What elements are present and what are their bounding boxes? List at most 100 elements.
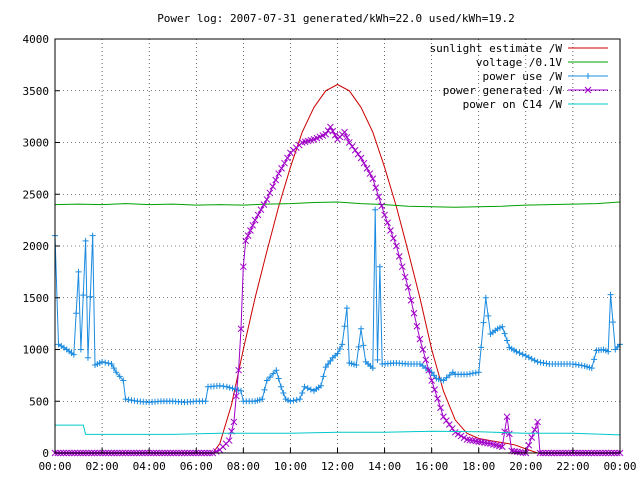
data-point bbox=[460, 434, 468, 442]
data-point bbox=[266, 189, 274, 197]
data-point bbox=[575, 362, 582, 369]
data-point bbox=[528, 434, 536, 441]
data-point bbox=[329, 127, 337, 135]
data-point bbox=[485, 312, 492, 319]
data-point bbox=[84, 354, 91, 361]
x-tick-label: 12:00 bbox=[321, 460, 354, 473]
data-point bbox=[322, 364, 329, 371]
data-point bbox=[320, 373, 327, 380]
series-line bbox=[55, 424, 621, 436]
data-point bbox=[372, 206, 379, 213]
y-tick-label: 2500 bbox=[23, 188, 50, 201]
data-point bbox=[357, 154, 365, 162]
data-point bbox=[113, 369, 120, 376]
x-tick-label: 02:00 bbox=[86, 460, 119, 473]
data-point bbox=[463, 371, 470, 378]
data-point bbox=[216, 382, 223, 389]
data-point bbox=[516, 349, 523, 356]
data-point bbox=[102, 359, 109, 366]
data-point bbox=[401, 273, 409, 281]
y-tick-label: 1000 bbox=[23, 344, 50, 357]
data-point bbox=[254, 211, 262, 219]
data-point bbox=[230, 418, 238, 426]
x-tick-label: 00:00 bbox=[603, 460, 636, 473]
data-point bbox=[232, 392, 240, 400]
data-point bbox=[404, 284, 412, 291]
y-tick-label: 3500 bbox=[23, 85, 50, 98]
legend-label: sunlight estimate /W bbox=[430, 42, 563, 55]
data-point bbox=[475, 369, 482, 376]
data-point bbox=[322, 130, 330, 138]
legend-label: voltage /0.1V bbox=[476, 56, 562, 69]
legend-label: power generated /W bbox=[443, 84, 563, 97]
data-point bbox=[410, 309, 418, 317]
data-point bbox=[260, 201, 268, 208]
data-point bbox=[569, 360, 576, 367]
data-point bbox=[131, 397, 138, 404]
x-tick-label: 08:00 bbox=[227, 460, 260, 473]
data-point bbox=[257, 206, 265, 214]
data-point bbox=[343, 133, 351, 141]
data-point bbox=[525, 354, 532, 361]
data-point bbox=[272, 176, 280, 184]
data-point bbox=[327, 357, 334, 364]
data-point bbox=[506, 430, 513, 438]
data-point bbox=[534, 358, 541, 365]
data-point bbox=[393, 242, 400, 250]
data-point bbox=[278, 383, 284, 390]
data-point bbox=[514, 448, 521, 456]
data-point bbox=[469, 370, 476, 377]
data-point bbox=[251, 216, 259, 224]
data-point bbox=[354, 150, 362, 158]
data-point bbox=[425, 366, 433, 374]
data-point bbox=[431, 386, 438, 393]
data-point bbox=[413, 322, 421, 330]
series-3 bbox=[51, 123, 624, 457]
data-point bbox=[607, 291, 614, 298]
data-point bbox=[609, 319, 616, 326]
data-point bbox=[466, 370, 473, 377]
data-point bbox=[108, 360, 115, 367]
data-point bbox=[366, 170, 374, 177]
data-point bbox=[223, 383, 230, 390]
data-point bbox=[398, 263, 406, 271]
data-point bbox=[270, 370, 277, 377]
data-point bbox=[446, 372, 453, 379]
data-point bbox=[516, 448, 524, 456]
data-point bbox=[591, 356, 598, 363]
data-point bbox=[578, 362, 585, 369]
data-point bbox=[327, 123, 334, 131]
data-point bbox=[437, 404, 444, 412]
data-point bbox=[77, 346, 84, 353]
data-point bbox=[237, 325, 245, 333]
data-point bbox=[325, 360, 332, 367]
y-tick-label: 0 bbox=[42, 447, 49, 460]
series-2 bbox=[52, 206, 623, 406]
data-point bbox=[120, 377, 127, 384]
data-point bbox=[501, 428, 508, 436]
data-point bbox=[263, 377, 270, 384]
data-point bbox=[125, 396, 132, 403]
data-point bbox=[387, 227, 394, 234]
data-point bbox=[287, 398, 294, 405]
data-point bbox=[226, 384, 233, 391]
data-point bbox=[416, 335, 424, 343]
data-point bbox=[110, 365, 117, 372]
data-point bbox=[540, 359, 547, 366]
data-point bbox=[299, 389, 306, 396]
data-point bbox=[341, 323, 348, 330]
x-tick-label: 16:00 bbox=[415, 460, 448, 473]
data-point bbox=[360, 342, 367, 349]
data-point bbox=[334, 350, 341, 357]
data-point bbox=[445, 421, 453, 428]
x-tick-label: 20:00 bbox=[509, 460, 542, 473]
x-tick-label: 14:00 bbox=[368, 460, 401, 473]
data-point bbox=[522, 352, 529, 359]
x-tick-label: 06:00 bbox=[180, 460, 213, 473]
data-point bbox=[348, 143, 356, 150]
data-point bbox=[70, 351, 77, 358]
data-point bbox=[105, 360, 112, 367]
data-point bbox=[343, 305, 350, 312]
data-point bbox=[293, 396, 300, 403]
